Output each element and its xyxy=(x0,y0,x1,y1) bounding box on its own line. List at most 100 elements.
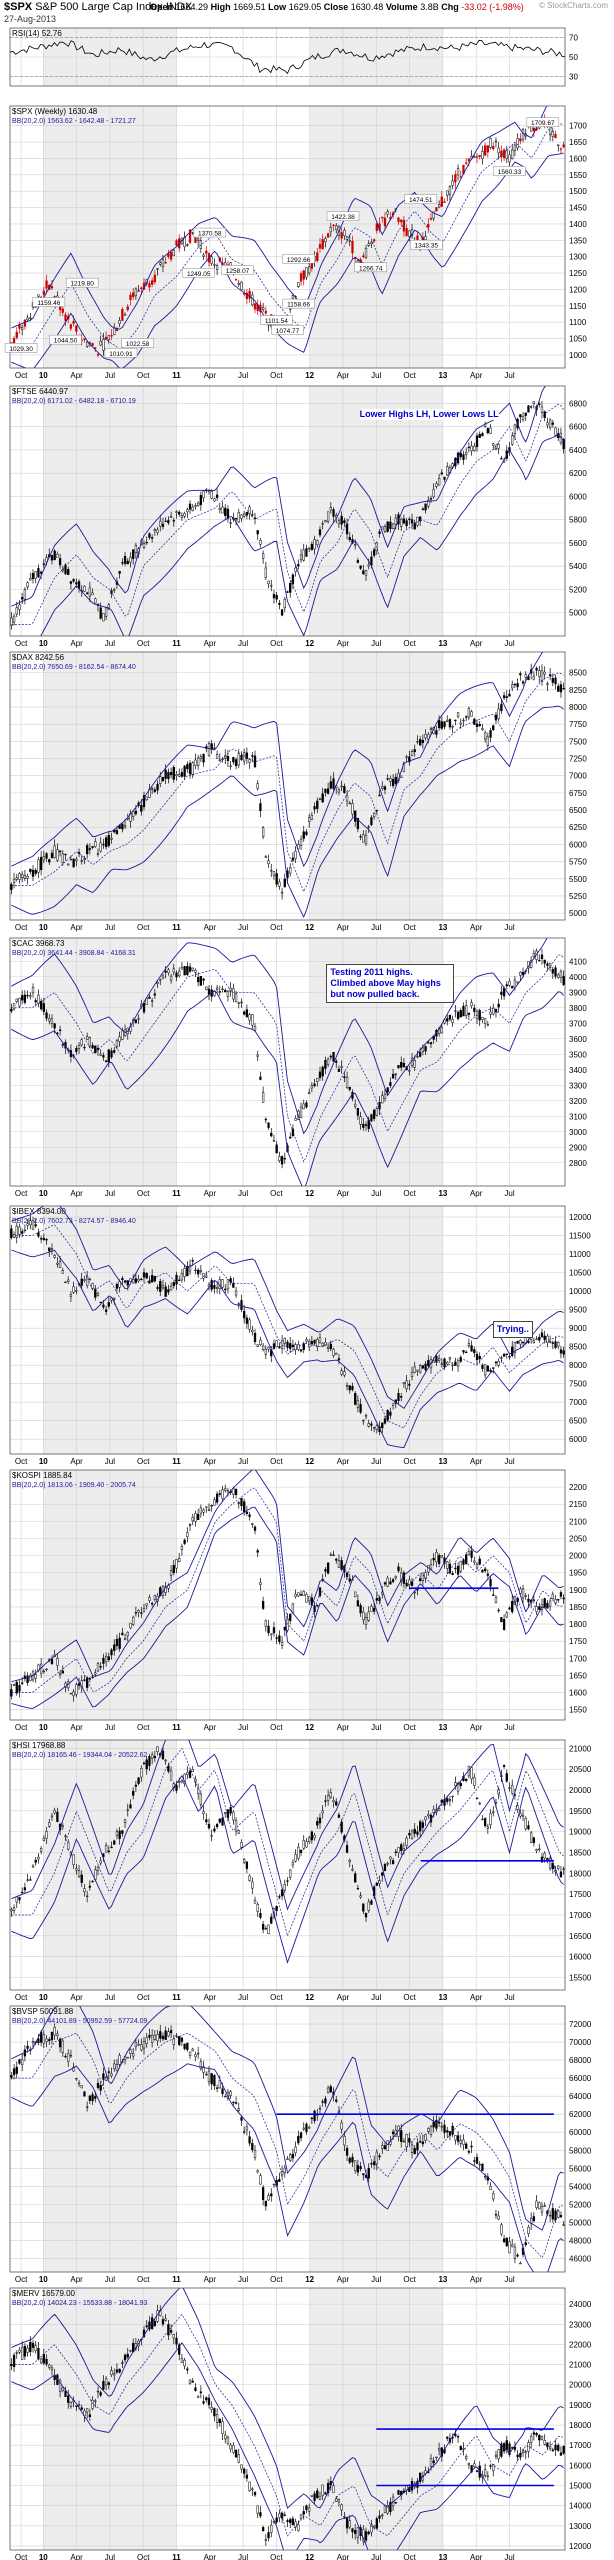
candle-body xyxy=(440,2126,443,2128)
open-label: Open xyxy=(150,2,174,12)
candle-body xyxy=(321,1066,324,1077)
candle-body xyxy=(215,494,219,498)
panel-title: $IBEX 8394.00 xyxy=(12,1207,66,1216)
candle-body xyxy=(156,1287,159,1289)
candle-body xyxy=(86,845,89,855)
candle-body xyxy=(77,2404,81,2406)
candle-body xyxy=(61,1270,64,1274)
candle-body xyxy=(508,1607,511,1610)
candle-body xyxy=(115,1284,119,1289)
x-tick-label: Jul xyxy=(238,1189,248,1198)
candle-body xyxy=(123,556,127,564)
candle-body xyxy=(440,1363,443,1365)
candle-body xyxy=(538,670,541,677)
candle-body xyxy=(23,1229,27,1232)
candle-body xyxy=(215,1287,219,1290)
bb-lower-band xyxy=(11,1774,564,1964)
candle-body xyxy=(511,149,514,159)
candle-body xyxy=(178,1558,181,1562)
candle-body xyxy=(329,1792,332,1798)
bb-middle-ma xyxy=(11,1747,564,1937)
candle-body xyxy=(10,884,13,890)
candle-body xyxy=(240,1497,243,1507)
y-tick-label: 9500 xyxy=(569,1306,587,1315)
candle-body xyxy=(118,1036,121,1042)
candle-body xyxy=(375,809,378,812)
candle-body xyxy=(459,1010,462,1018)
chg-label: Chg xyxy=(441,2,459,12)
candle-body xyxy=(424,236,427,240)
candle-body xyxy=(107,1302,110,1307)
candle-body xyxy=(137,1279,140,1282)
candle-body xyxy=(213,1828,216,1832)
candle-body xyxy=(205,1506,208,1508)
y-tick-label: 20000 xyxy=(569,1786,592,1795)
candle-body xyxy=(264,567,267,578)
x-tick-label: Apr xyxy=(70,1457,83,1466)
candle-body xyxy=(264,1118,267,1121)
candle-body xyxy=(183,2043,186,2049)
candle-body xyxy=(159,262,162,265)
bb-middle-ma xyxy=(11,2313,564,2537)
volume-value: 3.8B xyxy=(420,2,439,12)
candle-body xyxy=(348,537,351,540)
candle-body xyxy=(275,1144,278,1154)
candle-body xyxy=(48,1247,51,1252)
low-label: Low xyxy=(268,2,287,12)
candle-body xyxy=(305,1594,308,1603)
candle-body xyxy=(308,266,311,274)
candle-body xyxy=(213,1499,216,1506)
candle-body xyxy=(245,1511,249,1514)
candle-body xyxy=(302,2511,305,2515)
candle-body xyxy=(42,2354,45,2364)
candle-body xyxy=(278,1896,281,1898)
candle-body xyxy=(299,1594,303,1596)
candle-body xyxy=(240,2117,243,2121)
candle-body xyxy=(497,1003,500,1008)
candle-body xyxy=(180,772,184,777)
candle-body xyxy=(83,586,86,592)
candle-body xyxy=(94,841,97,847)
candle-body xyxy=(229,522,232,524)
candle-body xyxy=(302,270,305,280)
y-tick-label: 19000 xyxy=(569,2401,592,2410)
candle-body xyxy=(343,1371,346,1376)
y-tick-label: 2050 xyxy=(569,1534,587,1543)
candle-body xyxy=(161,1285,165,1289)
candle-body xyxy=(245,1009,249,1018)
price-label: 1343.35 xyxy=(415,243,439,250)
y-tick-label: 16000 xyxy=(569,2461,592,2470)
candle-body xyxy=(551,131,554,137)
x-tick-label: 12 xyxy=(305,2275,314,2284)
candle-body xyxy=(386,1087,389,1093)
candle-body xyxy=(378,2515,381,2519)
candle-body xyxy=(535,2200,538,2208)
candle-body xyxy=(308,1092,311,1095)
candle-body xyxy=(183,2359,186,2367)
candle-body xyxy=(251,514,254,516)
candle-body xyxy=(134,1612,138,1614)
candle-body xyxy=(454,1362,457,1366)
candle-body xyxy=(113,1050,116,1053)
x-tick-label: 12 xyxy=(305,639,314,648)
candle-body xyxy=(72,1691,75,1697)
candle-body xyxy=(148,1597,151,1601)
candle-body xyxy=(478,2163,481,2166)
candle-body xyxy=(340,1066,343,1068)
candle-body xyxy=(10,617,13,626)
candle-body xyxy=(99,1860,102,1864)
candle-body xyxy=(259,2512,262,2517)
candle-body xyxy=(197,238,200,242)
candle-body xyxy=(145,2037,148,2044)
candle-body xyxy=(104,1060,108,1063)
candle-body xyxy=(69,581,73,584)
candle-body xyxy=(421,1047,425,1052)
candle-body xyxy=(527,2442,530,2452)
x-tick-label: Jul xyxy=(504,1993,514,2002)
candle-body xyxy=(440,1555,443,1558)
candle-body xyxy=(272,1343,276,1350)
candle-body xyxy=(34,870,37,874)
candle-body xyxy=(467,1343,471,1346)
candle-body xyxy=(362,1123,365,1128)
candle-body xyxy=(410,2144,414,2153)
